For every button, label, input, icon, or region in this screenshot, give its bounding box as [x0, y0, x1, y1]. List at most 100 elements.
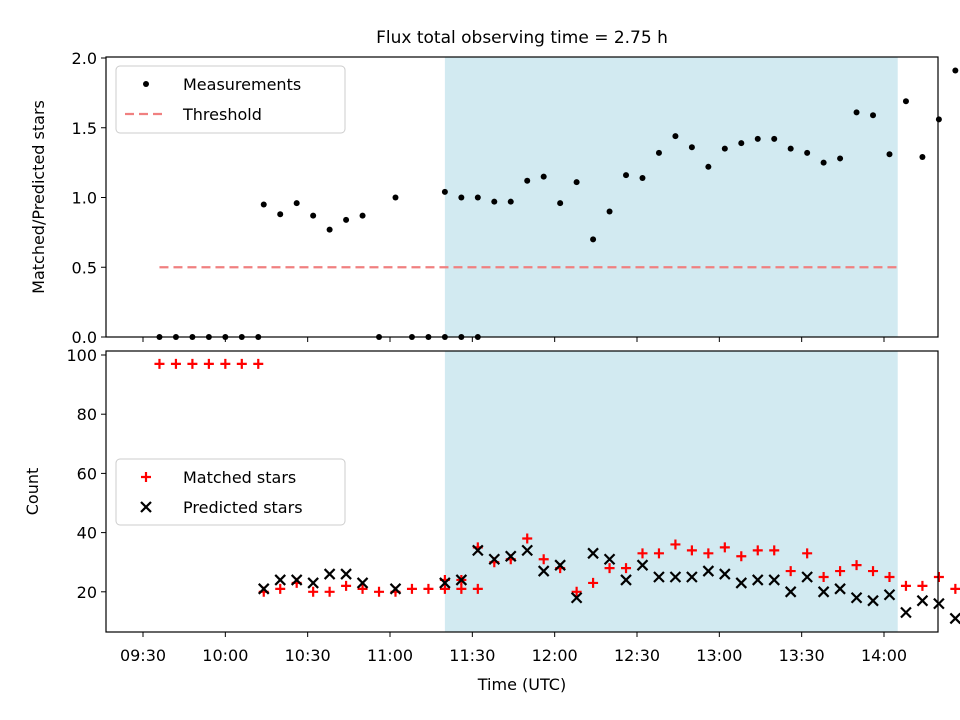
data-point	[441, 188, 448, 195]
data-point	[587, 547, 599, 560]
y-tick-label: 80	[77, 405, 97, 424]
x-tick-label: 11:30	[449, 646, 495, 665]
data-point	[590, 236, 597, 243]
data-point	[736, 551, 747, 562]
shaded-region	[444, 351, 898, 632]
data-point	[785, 566, 796, 577]
data-point	[257, 583, 270, 595]
data-point	[588, 577, 599, 588]
axes-frame	[105, 350, 939, 633]
data-point	[308, 586, 319, 597]
y-axis-label: Matched/Predicted stars	[29, 100, 48, 294]
data-point	[688, 144, 695, 151]
data-point	[754, 135, 761, 142]
chart-title: Flux total observing time = 2.75 h	[376, 28, 668, 48]
y-tick-label: 0.0	[72, 328, 97, 347]
series-matched-stars	[154, 358, 960, 597]
data-point	[340, 568, 352, 580]
data-point	[406, 583, 417, 594]
data-point	[359, 212, 366, 219]
data-point	[653, 571, 665, 583]
legend: Matched stars Predicted stars	[115, 458, 346, 526]
data-point	[341, 580, 352, 591]
x-tick-label: 14:00	[861, 646, 907, 665]
data-point	[769, 545, 780, 556]
series-predicted-stars	[257, 544, 960, 625]
data-point	[655, 149, 662, 156]
data-point	[620, 574, 632, 586]
legend-marker	[143, 81, 149, 87]
x-tick-label: 13:30	[779, 646, 825, 665]
data-point	[570, 591, 583, 604]
data-point	[307, 577, 319, 589]
data-point	[884, 572, 895, 582]
data-point	[933, 597, 945, 610]
data-point	[522, 533, 533, 544]
legend-marker	[140, 501, 152, 513]
data-point	[324, 586, 335, 597]
data-point	[606, 208, 613, 215]
data-point	[834, 583, 846, 595]
data-point	[357, 583, 368, 594]
data-point	[423, 583, 434, 594]
legend-marker	[141, 472, 151, 482]
data-point	[784, 586, 797, 598]
shaded-region	[444, 57, 898, 337]
data-point	[752, 545, 763, 556]
data-point	[818, 572, 829, 582]
data-point	[187, 358, 198, 369]
data-point	[702, 565, 715, 577]
data-point	[751, 574, 764, 586]
data-point	[603, 553, 616, 566]
data-point	[326, 226, 333, 233]
data-point	[521, 544, 533, 557]
data-point	[293, 200, 300, 207]
data-point	[721, 145, 728, 152]
data-point	[719, 542, 730, 553]
legend: Measurements Threshold	[115, 65, 346, 134]
data-point	[310, 212, 317, 219]
data-point	[554, 559, 566, 571]
data-point	[686, 545, 697, 556]
data-point	[949, 612, 960, 625]
y-tick-label: 0.5	[72, 258, 97, 277]
x-tick-label: 09:30	[120, 646, 166, 665]
data-point	[571, 586, 582, 597]
data-point	[837, 155, 844, 162]
y-tick-label: 40	[77, 524, 97, 543]
data-point	[768, 574, 780, 586]
panel-1: 0.0 0.5 1.0 1.5 2.0 Matched/Predicted stars Me…	[29, 49, 959, 347]
data-point	[203, 358, 214, 369]
x-tick-label: 10:30	[285, 646, 331, 665]
data-point	[933, 572, 944, 582]
data-point	[835, 566, 846, 577]
data-point	[472, 583, 483, 594]
legend-label: Predicted stars	[183, 498, 303, 517]
data-point	[902, 98, 909, 105]
y-axis-label: Count	[23, 468, 42, 516]
data-point	[817, 586, 830, 598]
data-point	[771, 135, 778, 142]
x-tick-label: 12:00	[532, 646, 578, 665]
data-point	[935, 116, 942, 123]
data-point	[604, 563, 615, 574]
data-point	[919, 154, 926, 161]
data-point	[253, 358, 264, 369]
data-point	[537, 565, 550, 577]
y-tick-label: 1.0	[72, 189, 97, 208]
y-tick-label: 1.5	[72, 119, 97, 138]
data-point	[491, 198, 498, 205]
data-point	[950, 583, 960, 594]
data-point	[374, 586, 385, 597]
data-point	[686, 571, 698, 583]
data-point	[220, 358, 231, 369]
data-point	[787, 145, 794, 152]
data-point	[260, 201, 267, 208]
data-point	[886, 151, 893, 158]
data-point	[573, 179, 580, 186]
data-point	[275, 583, 286, 594]
x-tick-label: 11:00	[367, 646, 413, 665]
legend-label: Measurements	[183, 75, 301, 94]
data-point	[458, 194, 465, 201]
data-point	[621, 563, 632, 574]
